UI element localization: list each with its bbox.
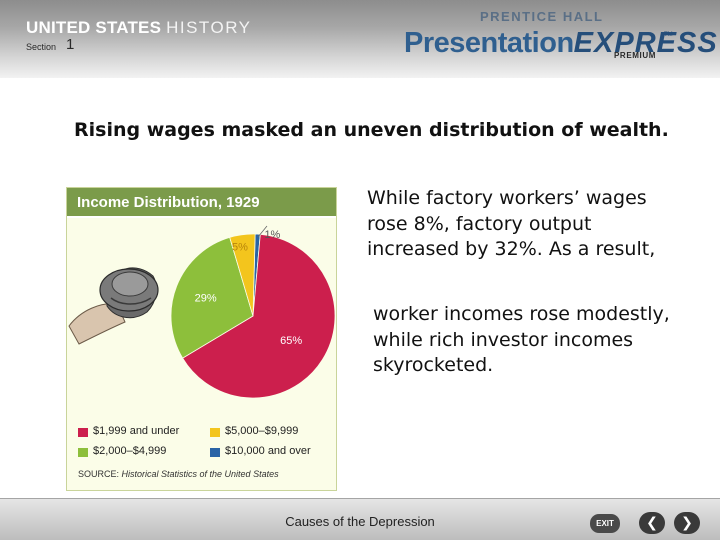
income-distribution-chart: Income Distribution, 1929 1% 65% 29% 5% $1,… xyxy=(66,187,337,491)
product-tier: PREMIUM xyxy=(614,51,656,60)
chart-title-bar: Income Distribution, 1929 xyxy=(67,188,336,218)
previous-slide-button[interactable]: ❮ xyxy=(639,512,665,534)
legend-swatch-5000-9999 xyxy=(210,428,220,437)
chart-source: SOURCE: Historical Statistics of the Uni… xyxy=(78,469,279,479)
footer-title: Causes of the Depression xyxy=(0,514,720,529)
slide-headline: Rising wages masked an uneven distributi… xyxy=(74,119,669,141)
section-label: Section xyxy=(26,42,57,52)
body-paragraph-1: While factory workers’ wages rose 8%, fa… xyxy=(367,187,656,260)
trademark-mark: TM xyxy=(664,32,673,38)
legend-swatch-2000-4999 xyxy=(78,448,88,457)
pie-slice-under-1999 xyxy=(182,233,336,399)
header-banner: UNITED STATES HISTORY Section 1 PRENTICE… xyxy=(0,0,720,78)
pie-labels: 1% 65% 29% 5% xyxy=(195,225,302,347)
source-label: SOURCE: xyxy=(78,469,122,479)
pie-label-29: 29% xyxy=(195,293,217,305)
legend-swatch-10000-over xyxy=(210,448,220,457)
pie-label-5: 5% xyxy=(232,242,248,254)
legend-label-2000-4999: $2,000–$4,999 xyxy=(93,445,167,457)
brand-logo: UNITED STATES HISTORY xyxy=(26,18,252,38)
pie-leader-line-1 xyxy=(257,225,268,238)
exit-button[interactable]: EXIT xyxy=(590,514,620,533)
publisher-name: PRENTICE HALL xyxy=(480,9,604,24)
next-slide-button[interactable]: ❯ xyxy=(674,512,700,534)
source-text: Historical Statistics of the United Stat… xyxy=(121,469,279,479)
legend-label-under-1999: $1,999 and under xyxy=(93,425,180,437)
pie-slices xyxy=(170,233,336,399)
legend-label-5000-9999: $5,000–$9,999 xyxy=(225,425,299,437)
pie-chart: 1% 65% 29% 5% xyxy=(68,225,336,399)
product-accent: EXPRESS xyxy=(573,27,718,59)
brand-sub: HISTORY xyxy=(166,18,252,37)
hat-in-hand-illustration xyxy=(68,267,159,345)
product-name: Presentation xyxy=(404,27,574,59)
footer-title-text: Causes of the Depression xyxy=(285,514,435,529)
legend-swatch-under-1999 xyxy=(78,428,88,437)
product-logo: PresentationEXPRESS xyxy=(404,27,718,60)
brand-main: UNITED STATES xyxy=(26,18,167,37)
pie-label-1: 1% xyxy=(264,229,280,241)
legend-label-10000-over: $10,000 and over xyxy=(225,445,311,457)
body-paragraph-2: worker incomes rose modestly, while rich… xyxy=(373,303,670,376)
pie-slice-2000-4999 xyxy=(170,236,254,359)
section-number: 1 xyxy=(66,36,75,53)
pie-slice-5000-9999 xyxy=(229,233,256,317)
chart-title: Income Distribution, 1929 xyxy=(77,194,260,211)
pie-label-65: 65% xyxy=(280,335,302,347)
